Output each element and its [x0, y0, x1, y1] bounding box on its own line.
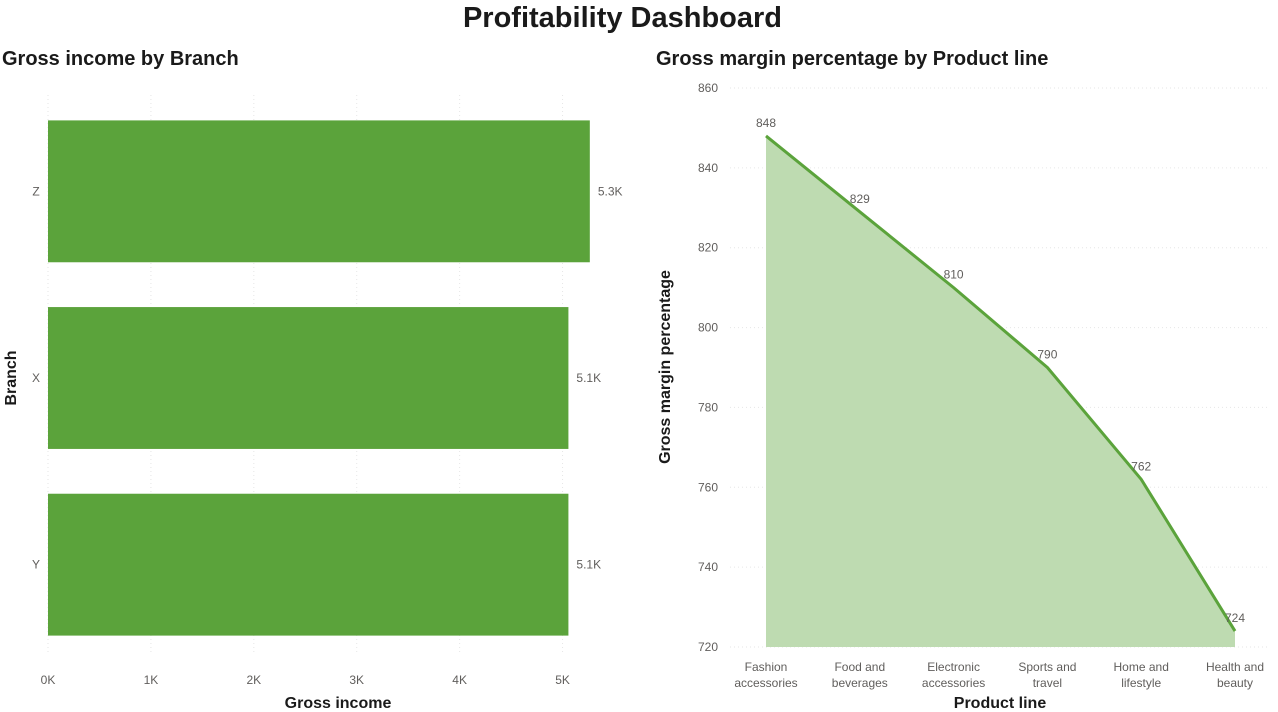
y-tick-label: 860 — [698, 81, 718, 95]
y-tick-label: 780 — [698, 400, 718, 414]
y-tick-label: Y — [32, 558, 40, 572]
series-line — [765, 134, 1237, 632]
x-tick-label: beauty — [1217, 676, 1253, 690]
y-tick-label: Z — [32, 184, 39, 198]
x-tick-label: 3K — [349, 673, 364, 687]
x-tick-label: 2K — [246, 673, 261, 687]
y-axis-title: Branch — [3, 350, 20, 405]
x-tick-label: accessories — [922, 676, 985, 690]
area-fill — [766, 135, 1235, 647]
x-axis-title: Gross income — [285, 695, 392, 712]
x-tick-label: accessories — [734, 676, 797, 690]
y-tick-label: 760 — [698, 480, 718, 494]
y-tick-label: 720 — [698, 640, 718, 654]
y-axis-title: Gross margin percentage — [657, 270, 674, 464]
y-tick-label: 740 — [698, 560, 718, 574]
data-label: 848 — [756, 116, 776, 130]
x-tick-label: 4K — [452, 673, 467, 687]
bar-z — [48, 120, 590, 263]
bar-y — [48, 493, 569, 636]
data-label: 724 — [1225, 611, 1245, 625]
data-label: 790 — [1037, 348, 1057, 362]
branch-chart-title: Gross income by Branch — [2, 48, 239, 70]
product-chart-title: Gross margin percentage by Product line — [656, 48, 1049, 70]
x-tick-label: Electronic — [927, 660, 980, 674]
x-tick-label: Sports and — [1018, 660, 1076, 674]
x-tick-label: Food and — [834, 660, 885, 674]
product-area-chart: 720 740 760 780 800 820 840 860 848 Fashion access… — [657, 81, 1268, 712]
y-tick-label: 840 — [698, 161, 718, 175]
x-tick-label: lifestyle — [1121, 676, 1161, 690]
x-tick-label: beverages — [832, 676, 888, 690]
x-tick-label: 5K — [555, 673, 570, 687]
data-label: 5.3K — [598, 184, 623, 198]
x-tick-label: travel — [1033, 676, 1062, 690]
x-tick-label: Fashion — [745, 660, 788, 674]
y-tick-label: 800 — [698, 321, 718, 335]
x-tick-label: Home and — [1114, 660, 1169, 674]
bar-x — [48, 307, 569, 449]
x-axis-title: Product line — [954, 695, 1047, 712]
data-label: 5.1K — [576, 558, 601, 572]
data-label: 762 — [1131, 459, 1151, 473]
branch-bar-chart: 0K 1K 2K 3K 4K 5K Z 5.3K X 5.1K Y 5.1K Gross income B… — [3, 95, 623, 712]
page-title: Profitability Dashboard — [462, 2, 783, 34]
x-tick-label: 1K — [144, 673, 159, 687]
y-tick-label: 820 — [698, 241, 718, 255]
data-label: 5.1K — [576, 371, 601, 385]
data-label: 829 — [850, 192, 870, 206]
data-label: 810 — [944, 268, 964, 282]
x-tick-label: Health and — [1206, 660, 1264, 674]
x-tick-label: 0K — [41, 673, 56, 687]
y-tick-label: X — [32, 371, 40, 385]
